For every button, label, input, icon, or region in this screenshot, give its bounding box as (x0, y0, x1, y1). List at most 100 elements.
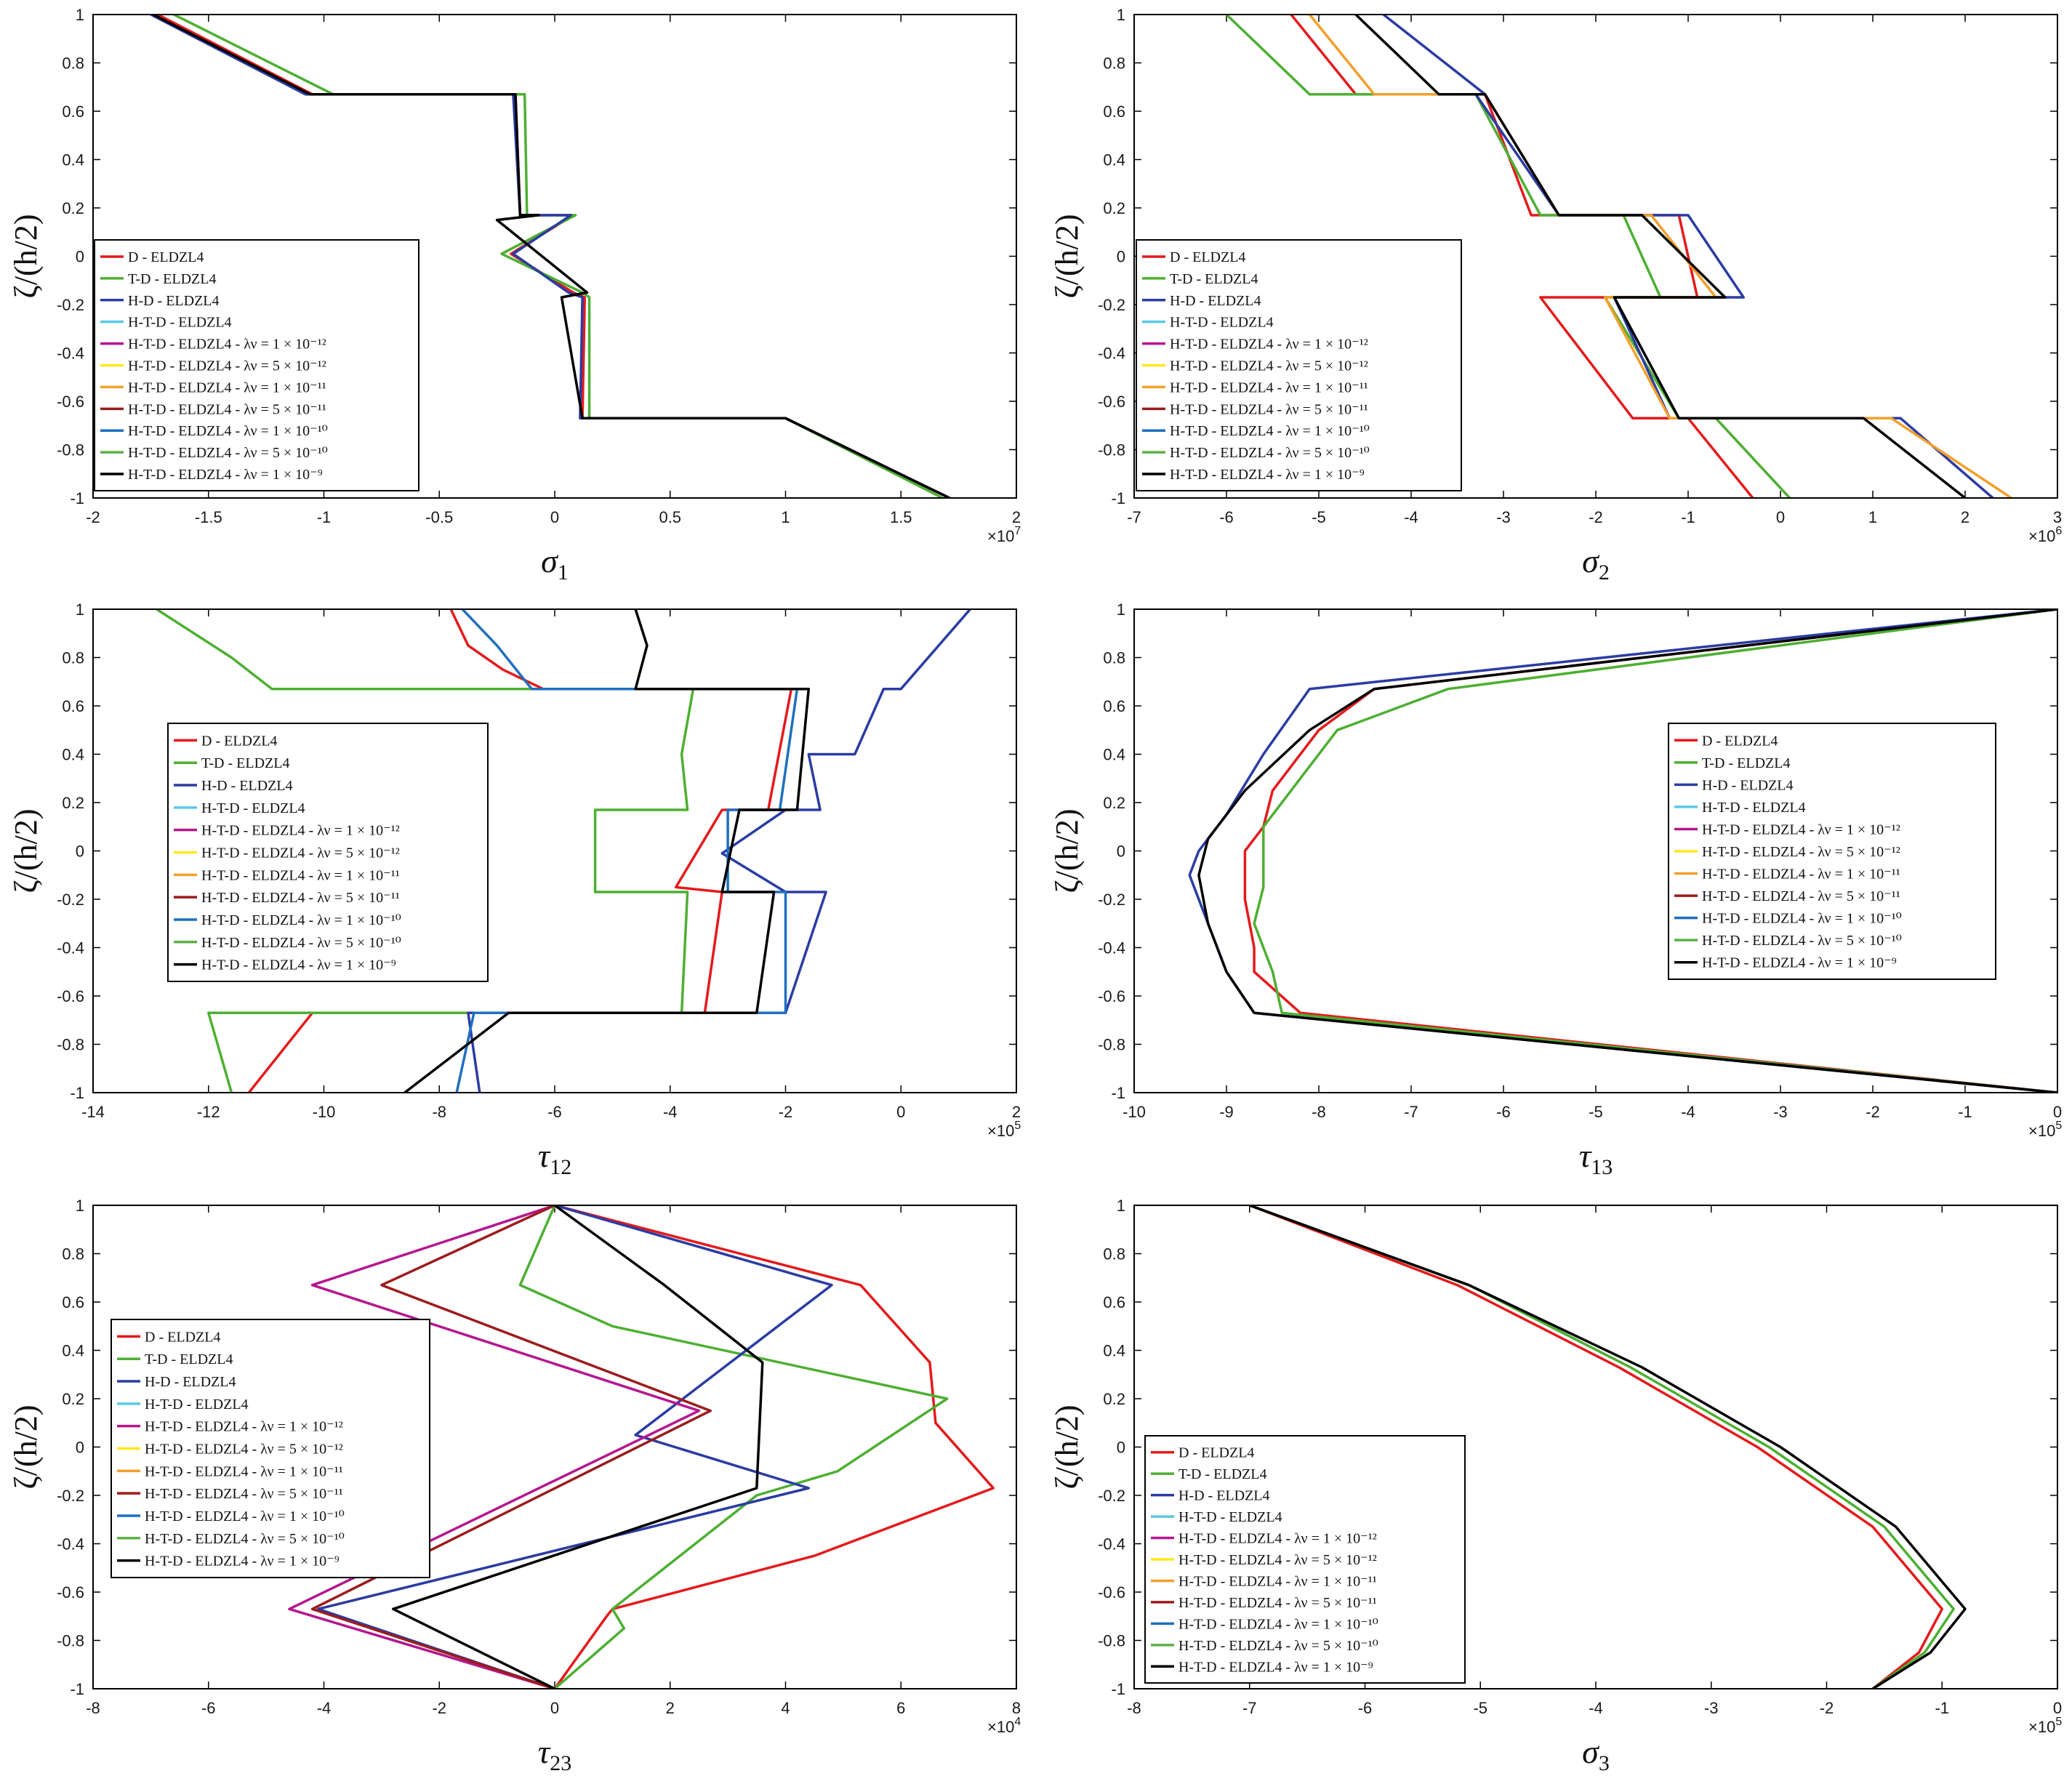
legend-label: H-T-D - ELDZL4 - λν = 1 × 10⁻¹² (145, 1419, 343, 1435)
series-line (1253, 609, 2057, 1093)
x-tick-label: 0 (1776, 508, 1785, 526)
x-tick-label: -2 (1820, 1699, 1834, 1717)
y-tick-label: 0 (1117, 843, 1125, 861)
series-line (316, 1205, 833, 1689)
y-tick-label: 0.6 (62, 103, 84, 121)
legend-label: H-T-D - ELDZL4 - λν = 5 × 10⁻¹² (1170, 358, 1368, 374)
y-tick-label: -0.6 (1098, 393, 1125, 411)
x-tick-label: -6 (1358, 1699, 1373, 1717)
legend-box (111, 1319, 430, 1578)
legend-label: H-T-D - ELDZL4 (201, 800, 305, 816)
y-tick-label: 0.8 (62, 55, 84, 73)
x-tick-label: -4 (663, 1103, 678, 1121)
legend-label: H-D - ELDZL4 (201, 778, 293, 794)
legend-label: H-T-D - ELDZL4 - λν = 1 × 10⁻⁹ (201, 957, 396, 973)
y-axis-label: ζ/(h/2) (1049, 1405, 1085, 1490)
y-tick-label: 0.4 (62, 151, 84, 169)
legend-label: H-T-D - ELDZL4 - λν = 5 × 10⁻¹⁰ (1178, 1638, 1378, 1654)
x-tick-label: -8 (1312, 1103, 1326, 1121)
legend-label: T-D - ELDZL4 (128, 271, 216, 287)
x-tick-label: -1 (1935, 1699, 1949, 1717)
y-tick-label: 0.8 (1103, 1245, 1125, 1263)
x-tick-label: -0.5 (425, 508, 453, 526)
y-tick-label: -0.2 (1098, 1487, 1125, 1505)
legend-label: D - ELDZL4 (145, 1329, 220, 1345)
x-tick-label: -6 (1219, 508, 1234, 526)
legend-label: T-D - ELDZL4 (145, 1351, 233, 1367)
y-tick-label: -0.4 (1098, 345, 1125, 363)
y-tick-label: -0.2 (1098, 891, 1125, 909)
y-tick-label: -1 (1111, 489, 1125, 507)
legend-label: H-T-D - ELDZL4 - λν = 5 × 10⁻¹² (1702, 844, 1900, 860)
legend-label: H-T-D - ELDZL4 - λν = 5 × 10⁻¹¹ (1178, 1595, 1377, 1611)
legend-label: H-T-D - ELDZL4 - λν = 1 × 10⁻¹⁰ (1702, 911, 1902, 927)
series-group-tau13 (1188, 609, 2057, 1093)
y-tick-label: 0 (76, 248, 84, 266)
legend-label: H-T-D - ELDZL4 - λν = 5 × 10⁻¹¹ (201, 890, 400, 906)
legend-label: T-D - ELDZL4 (201, 755, 289, 771)
legend-label: H-T-D - ELDZL4 - λν = 1 × 10⁻¹⁰ (128, 423, 328, 439)
x-axis-label: τ12 (538, 1137, 571, 1179)
legend-label: H-T-D - ELDZL4 - λν = 5 × 10⁻¹² (145, 1442, 343, 1458)
x-tick-label: 0 (896, 1103, 905, 1121)
y-tick-label: -0.6 (1098, 1583, 1125, 1602)
legend-label: T-D - ELDZL4 (1702, 755, 1790, 771)
x-tick-label: -1 (1681, 508, 1695, 526)
x-tick-label: 2 (1012, 1103, 1021, 1121)
legend-tau12: D - ELDZL4 T-D - ELDZL4 H-D - ELDZL4 H-T-D … (167, 723, 489, 982)
y-tick-label: 0.4 (1103, 151, 1125, 169)
x-tick-label: -6 (1496, 1103, 1511, 1121)
legend-label: H-T-D - ELDZL4 - λν = 5 × 10⁻¹² (1178, 1552, 1377, 1568)
x-tick-label: -14 (81, 1103, 105, 1121)
y-tick-label: -0.8 (1098, 441, 1125, 459)
y-tick-label: 0.6 (1103, 697, 1125, 715)
legend-label: H-D - ELDZL4 (1170, 293, 1261, 309)
legend-label: H-T-D - ELDZL4 - λν = 1 × 10⁻¹⁰ (201, 912, 401, 928)
legend-label: H-T-D - ELDZL4 - λν = 1 × 10⁻⁹ (128, 467, 323, 483)
legend-label: H-T-D - ELDZL4 - λν = 5 × 10⁻¹⁰ (145, 1531, 345, 1547)
x-tick-label: -1 (1958, 1103, 1972, 1121)
x-axis-label: τ13 (1579, 1137, 1613, 1179)
y-tick-label: 1 (1117, 6, 1125, 24)
legend-label: H-T-D - ELDZL4 - λν = 1 × 10⁻¹² (1702, 821, 1900, 837)
y-tick-label: 0 (1117, 248, 1125, 266)
legend-label: D - ELDZL4 (1702, 733, 1778, 749)
legend-box (1136, 239, 1462, 491)
series-line (1249, 1205, 1944, 1689)
legend-label: H-T-D - ELDZL4 - λν = 1 × 10⁻¹⁰ (1170, 423, 1370, 439)
panel-tau23: -8 -6 -4 -2 0 2 4 6 8 1 0.8 0.6 0.4 0.2 0 -0.2 -0.4 -0.6 -… (8, 1197, 1021, 1775)
series-group-sigma1 (150, 15, 950, 498)
y-tick-label: -0.2 (57, 891, 84, 909)
x-tick-label: -6 (201, 1699, 216, 1717)
legend-label: T-D - ELDZL4 (1170, 271, 1258, 287)
x-tick-label: 1 (1868, 508, 1877, 526)
series-line (553, 1205, 995, 1689)
y-tick-label: 0 (76, 1439, 84, 1457)
legend-label: H-T-D - ELDZL4 - λν = 1 × 10⁻¹² (1170, 337, 1368, 353)
legend-sigma2: D - ELDZL4 T-D - ELDZL4 H-D - ELDZL4 H-T-D … (1136, 239, 1462, 491)
y-tick-label: -0.6 (57, 987, 84, 1005)
x-tick-label: 3 (2053, 508, 2062, 526)
series-line (518, 1205, 949, 1689)
legend-sigma3: D - ELDZL4 T-D - ELDZL4 H-D - ELDZL4 H-T-D … (1144, 1435, 1466, 1684)
x-tick-label: -3 (1496, 508, 1511, 526)
panel-tau12: -14 -12 -10 -8 -6 -4 -2 0 2 1 0.8 0.6 0.4 0.2 0 -0.2 -0.… (8, 600, 1021, 1179)
x-tick-label: -4 (317, 1699, 332, 1717)
legend-label: H-T-D - ELDZL4 - λν = 5 × 10⁻¹⁰ (128, 445, 328, 461)
x-tick-label: -5 (1312, 508, 1326, 526)
legend-label: H-T-D - ELDZL4 (145, 1397, 249, 1413)
legend-label: H-T-D - ELDZL4 - λν = 1 × 10⁻¹⁰ (145, 1508, 345, 1524)
legend-label: H-T-D - ELDZL4 - λν = 5 × 10⁻¹⁰ (201, 935, 401, 951)
legend-label: H-T-D - ELDZL4 - λν = 1 × 10⁻¹⁰ (1178, 1616, 1378, 1632)
y-tick-label: 0.6 (1103, 103, 1125, 121)
series-line (310, 1205, 712, 1689)
y-tick-label: -1 (70, 489, 84, 507)
legend-label: D - ELDZL4 (128, 249, 204, 265)
legend-label: H-T-D - ELDZL4 - λν = 1 × 10⁻¹¹ (1170, 379, 1368, 395)
x-tick-label: -2 (1589, 508, 1603, 526)
y-tick-label: -0.8 (1098, 1632, 1125, 1650)
legend-label: H-T-D - ELDZL4 - λν = 1 × 10⁻⁹ (1702, 955, 1897, 971)
y-tick-label: -1 (70, 1084, 84, 1102)
series-group-tau23 (288, 1205, 995, 1689)
